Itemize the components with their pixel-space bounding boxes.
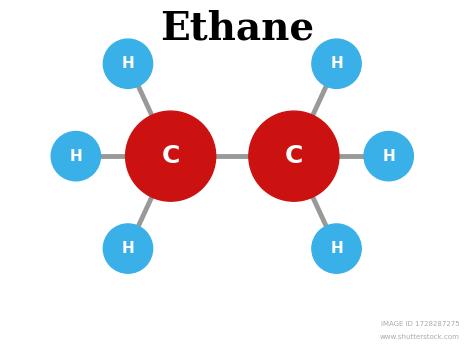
Circle shape xyxy=(51,132,100,181)
Text: H: H xyxy=(122,56,134,71)
Text: Ethane: Ethane xyxy=(160,9,314,48)
Text: H: H xyxy=(122,241,134,256)
Circle shape xyxy=(103,39,153,88)
Circle shape xyxy=(249,111,339,201)
Circle shape xyxy=(103,224,153,273)
Text: C: C xyxy=(285,144,303,168)
Circle shape xyxy=(312,39,361,88)
Circle shape xyxy=(312,224,361,273)
Text: shutterstöck·: shutterstöck· xyxy=(14,323,103,336)
Text: C: C xyxy=(162,144,180,168)
Circle shape xyxy=(126,111,216,201)
Text: www.shutterstock.com: www.shutterstock.com xyxy=(380,333,460,340)
Text: H: H xyxy=(330,56,343,71)
Circle shape xyxy=(364,132,413,181)
Text: H: H xyxy=(383,149,395,164)
Text: IMAGE ID 1728287275: IMAGE ID 1728287275 xyxy=(381,321,460,328)
Text: H: H xyxy=(330,241,343,256)
Text: H: H xyxy=(70,149,82,164)
